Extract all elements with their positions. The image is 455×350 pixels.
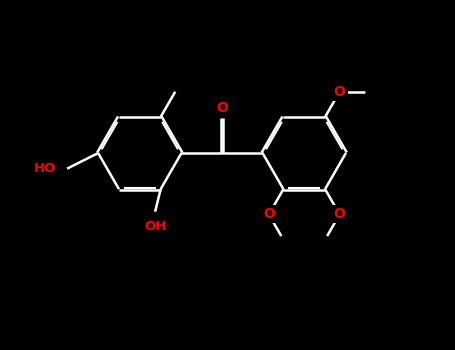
Text: O: O <box>334 208 346 222</box>
Text: HO: HO <box>34 162 56 175</box>
Text: OH: OH <box>144 220 167 233</box>
Text: O: O <box>216 102 228 116</box>
Text: O: O <box>334 85 346 99</box>
Text: O: O <box>263 208 275 222</box>
